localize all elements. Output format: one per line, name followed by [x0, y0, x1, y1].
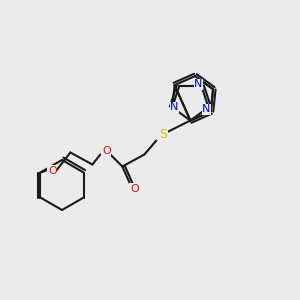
Text: N: N: [170, 102, 178, 112]
Text: O: O: [48, 166, 57, 176]
Text: O: O: [130, 184, 139, 194]
Text: N: N: [194, 79, 203, 89]
Text: S: S: [159, 128, 167, 141]
Text: O: O: [102, 146, 111, 155]
Text: N: N: [202, 104, 211, 114]
